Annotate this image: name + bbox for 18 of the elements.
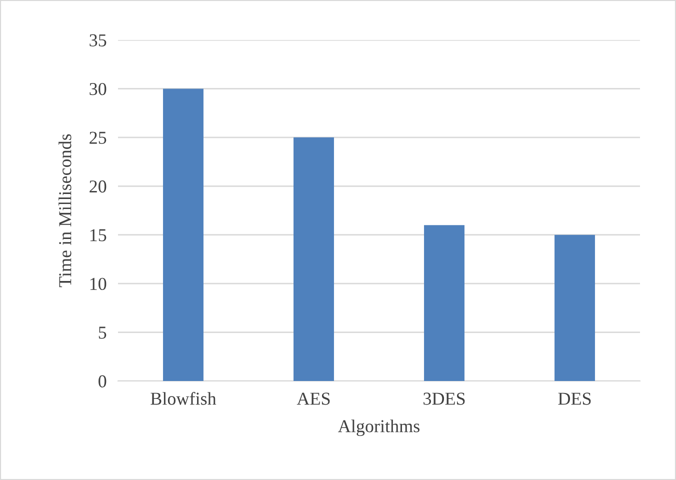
x-axis-title: Algorithms xyxy=(338,420,420,436)
x-tick-label: Blowfish xyxy=(150,392,216,405)
y-tick-label: 10 xyxy=(90,278,106,290)
y-axis-title: Time in Milliseconds xyxy=(58,134,72,288)
x-tick-label: DES xyxy=(558,392,591,405)
bar xyxy=(163,88,204,381)
bar xyxy=(554,234,595,381)
y-tick-label: 5 xyxy=(98,326,106,339)
y-tick-label: 15 xyxy=(90,229,106,242)
bar xyxy=(424,225,464,381)
y-tick-label: 35 xyxy=(90,34,106,46)
x-tick-label: AES xyxy=(296,392,330,405)
y-tick-label: 30 xyxy=(90,82,106,96)
x-tick-label: 3DES xyxy=(424,392,465,405)
bar xyxy=(294,137,334,381)
y-tick-label: 20 xyxy=(90,180,106,193)
y-tick-label: 0 xyxy=(98,375,106,388)
y-tick-label: 25 xyxy=(90,132,106,144)
